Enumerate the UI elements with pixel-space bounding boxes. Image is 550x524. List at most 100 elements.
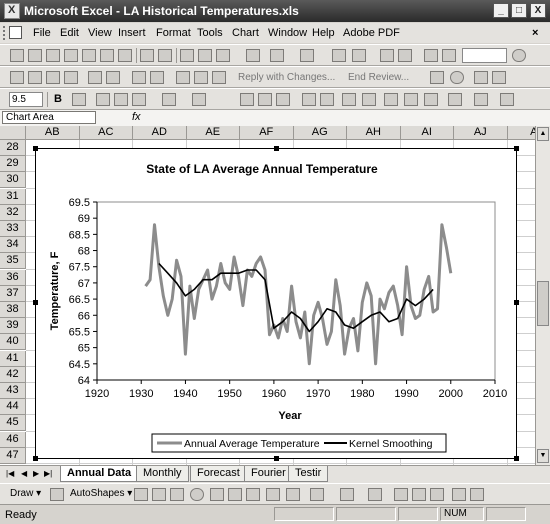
hyperlink-icon[interactable] bbox=[332, 49, 346, 62]
line-icon[interactable] bbox=[134, 488, 148, 501]
email-icon[interactable] bbox=[82, 49, 96, 62]
column-header[interactable]: AD bbox=[133, 126, 187, 140]
clipart-icon[interactable] bbox=[266, 488, 280, 501]
review-icon-9[interactable] bbox=[194, 71, 208, 84]
column-header[interactable]: AC bbox=[79, 126, 133, 140]
close-button[interactable]: X bbox=[530, 3, 546, 18]
cut-icon[interactable] bbox=[180, 49, 194, 62]
row-header[interactable]: 45 bbox=[0, 415, 26, 432]
row-header[interactable]: 44 bbox=[0, 399, 26, 416]
increase-decimal-icon[interactable] bbox=[132, 93, 146, 106]
scroll-thumb[interactable] bbox=[537, 281, 549, 326]
legend-icon[interactable] bbox=[302, 93, 316, 106]
legend[interactable]: Annual Average Temperature Kernel Smooth… bbox=[151, 433, 447, 453]
menu-file[interactable]: File bbox=[33, 27, 51, 39]
select-objects-icon[interactable] bbox=[50, 488, 64, 501]
series-annual-average-temperature[interactable] bbox=[144, 223, 453, 366]
workbook-icon[interactable] bbox=[9, 26, 22, 39]
row-header[interactable]: 30 bbox=[0, 172, 26, 189]
angle-text-icon[interactable] bbox=[384, 93, 398, 106]
image-icon[interactable] bbox=[474, 93, 488, 106]
tab-monthly[interactable]: Monthly bbox=[136, 466, 189, 482]
font-size-dropdown[interactable]: 9.5 bbox=[9, 92, 43, 107]
vertical-scrollbar[interactable]: ▲ ▼ bbox=[535, 126, 550, 465]
visual-basic-icon[interactable] bbox=[492, 71, 506, 84]
resize-handle-b[interactable] bbox=[274, 456, 279, 461]
column-header[interactable]: AJ bbox=[454, 126, 508, 140]
row-header[interactable]: 28 bbox=[0, 140, 26, 156]
review-icon-4[interactable] bbox=[64, 71, 78, 84]
wordart-icon[interactable] bbox=[228, 488, 242, 501]
3d-style-icon[interactable] bbox=[470, 488, 484, 501]
currency-icon[interactable] bbox=[96, 93, 110, 106]
resize-handle-t[interactable] bbox=[274, 146, 279, 151]
borders-icon[interactable] bbox=[162, 93, 176, 106]
row-header[interactable]: 34 bbox=[0, 237, 26, 254]
copy-icon[interactable] bbox=[198, 49, 212, 62]
reply-with-changes-button[interactable]: Reply with Changes... bbox=[238, 72, 336, 83]
shadow-icon[interactable] bbox=[424, 93, 438, 106]
bold-button[interactable]: B bbox=[54, 93, 62, 105]
arrow-style-icon[interactable] bbox=[430, 488, 444, 501]
percent-icon[interactable] bbox=[114, 93, 128, 106]
rectangle-icon[interactable] bbox=[170, 488, 184, 501]
picture-icon[interactable] bbox=[286, 488, 300, 501]
maximize-button[interactable]: □ bbox=[511, 3, 527, 18]
name-box[interactable]: Chart Area bbox=[2, 111, 96, 124]
dash-style-icon[interactable] bbox=[412, 488, 426, 501]
row-header[interactable]: 33 bbox=[0, 221, 26, 237]
scroll-up-icon[interactable]: ▲ bbox=[537, 127, 549, 141]
minimize-button[interactable]: _ bbox=[493, 3, 509, 18]
chart-area[interactable]: State of LA Average Annual Temperature 6… bbox=[35, 148, 517, 459]
save-icon[interactable] bbox=[46, 49, 60, 62]
review-icon-3[interactable] bbox=[46, 71, 60, 84]
new-icon[interactable] bbox=[10, 49, 24, 62]
row-header[interactable]: 31 bbox=[0, 188, 26, 205]
undo-icon[interactable] bbox=[270, 49, 284, 62]
row-header[interactable]: 29 bbox=[0, 156, 26, 173]
autoshapes-menu-button[interactable]: AutoShapes ▾ bbox=[70, 488, 133, 499]
row-header[interactable]: 43 bbox=[0, 383, 26, 399]
menu-edit[interactable]: Edit bbox=[60, 27, 79, 39]
sort-ascending-icon[interactable] bbox=[380, 49, 394, 62]
resize-handle-l[interactable] bbox=[33, 300, 38, 305]
tab-fourier[interactable]: Fourier bbox=[244, 466, 293, 482]
column-header[interactable]: AG bbox=[293, 126, 347, 140]
resize-handle-bl[interactable] bbox=[33, 456, 38, 461]
play-icon[interactable] bbox=[430, 71, 444, 84]
insert-function-icon[interactable]: fx bbox=[132, 111, 141, 123]
last-sheet-icon[interactable]: ▶| bbox=[44, 469, 53, 478]
column-header[interactable]: A bbox=[507, 126, 535, 140]
toolbar-options-icon[interactable] bbox=[500, 93, 514, 106]
menu-format[interactable]: Format bbox=[156, 27, 191, 39]
by-row-icon[interactable] bbox=[342, 93, 356, 106]
arrow-icon[interactable] bbox=[152, 488, 166, 501]
oval-icon[interactable] bbox=[190, 488, 204, 501]
tab-forecast[interactable]: Forecast bbox=[190, 466, 247, 482]
format-painter-icon[interactable] bbox=[246, 49, 260, 62]
zoom-dropdown[interactable] bbox=[462, 48, 507, 63]
by-column-icon[interactable] bbox=[362, 93, 376, 106]
line-style-icon[interactable] bbox=[394, 488, 408, 501]
column-header[interactable]: AH bbox=[347, 126, 401, 140]
textbox-icon[interactable] bbox=[210, 488, 224, 501]
first-sheet-icon[interactable]: |◀ bbox=[6, 469, 15, 478]
menu-tools[interactable]: Tools bbox=[197, 27, 223, 39]
series-kernel-smoothing[interactable] bbox=[158, 262, 434, 333]
row-header[interactable]: 38 bbox=[0, 302, 26, 318]
select-all-corner[interactable] bbox=[0, 126, 26, 140]
format-chart-icon[interactable] bbox=[258, 93, 272, 106]
prev-sheet-icon[interactable]: ◀ bbox=[21, 469, 28, 478]
chart-objects-icon[interactable] bbox=[240, 93, 254, 106]
row-header[interactable]: 32 bbox=[0, 204, 26, 221]
row-header[interactable]: 42 bbox=[0, 366, 26, 383]
row-header[interactable]: 46 bbox=[0, 431, 26, 448]
align-icon[interactable] bbox=[72, 93, 86, 106]
data-table-icon[interactable] bbox=[320, 93, 334, 106]
review-icon-10[interactable] bbox=[212, 71, 226, 84]
review-icon-7[interactable] bbox=[150, 71, 164, 84]
column-header[interactable]: AF bbox=[240, 126, 294, 140]
column-header[interactable]: AI bbox=[400, 126, 454, 140]
tab-annual-data[interactable]: Annual Data bbox=[60, 466, 139, 482]
menu-insert[interactable]: Insert bbox=[118, 27, 146, 39]
